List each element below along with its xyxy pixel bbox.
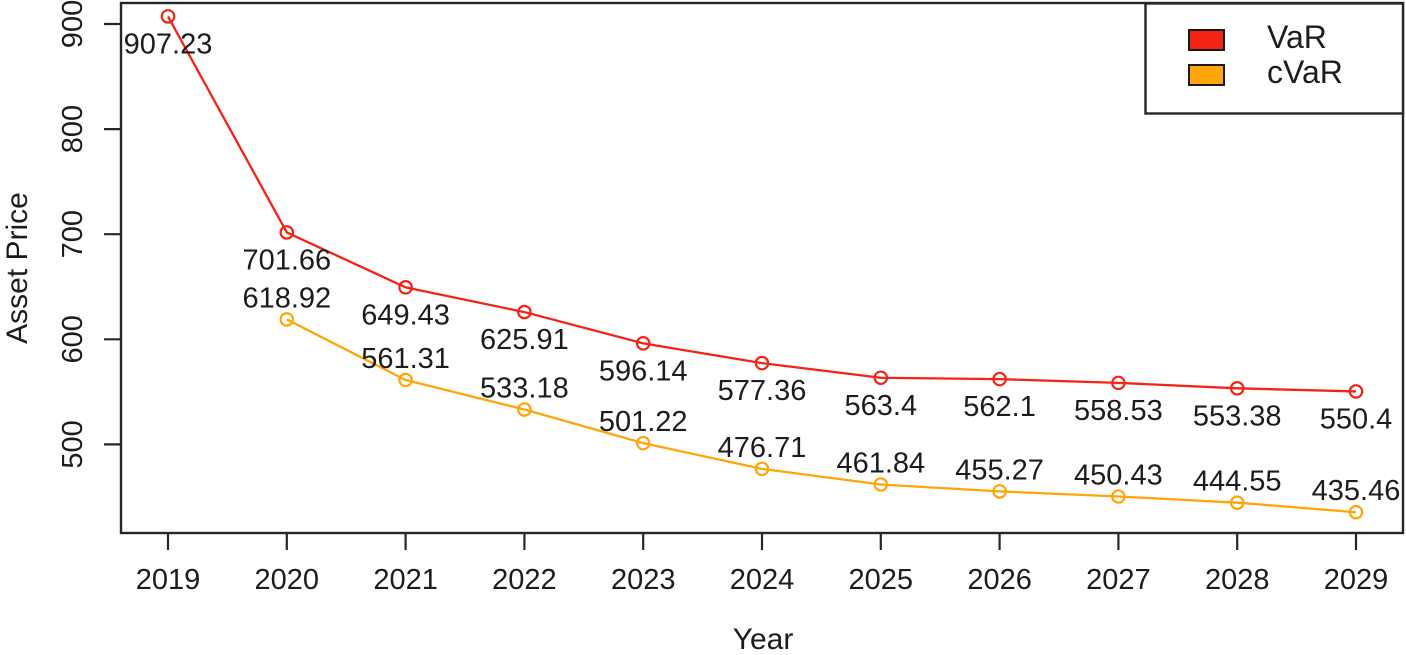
var-point-marker bbox=[754, 355, 770, 371]
cvar-point-marker bbox=[1111, 489, 1126, 504]
cvar-point-label: 476.71 bbox=[718, 432, 807, 464]
var-point-marker bbox=[398, 280, 413, 295]
x-tick-label: 2025 bbox=[849, 564, 914, 596]
x-tick-label: 2029 bbox=[1324, 564, 1389, 596]
var-point-label: 701.66 bbox=[242, 244, 331, 276]
cvar-point-label: 618.92 bbox=[242, 282, 331, 314]
var-point-marker bbox=[1348, 384, 1364, 399]
x-tick-label: 2028 bbox=[1205, 564, 1270, 596]
var-point-label: 550.4 bbox=[1320, 403, 1393, 435]
var-point-label: 577.36 bbox=[718, 375, 807, 407]
cvar-point-label: 533.18 bbox=[480, 373, 569, 405]
var-point-marker bbox=[1229, 380, 1245, 396]
cvar-point-marker bbox=[1229, 495, 1245, 510]
y-tick-label: 800 bbox=[57, 105, 89, 153]
y-tick-label: 500 bbox=[57, 420, 89, 468]
var-point-label: 558.53 bbox=[1074, 395, 1163, 427]
cvar-point-label: 561.31 bbox=[361, 343, 450, 375]
cvar-point-marker bbox=[279, 312, 295, 327]
x-tick-label: 2026 bbox=[967, 564, 1032, 596]
var-line bbox=[166, 15, 1357, 393]
x-tick-label: 2023 bbox=[611, 564, 676, 596]
legend-label-cvar: cVaR bbox=[1267, 54, 1343, 90]
var-point-label: 649.43 bbox=[361, 299, 450, 331]
cvar-point-label: 435.46 bbox=[1312, 475, 1401, 507]
x-tick-label: 2022 bbox=[492, 564, 557, 596]
cvar-point-marker bbox=[398, 372, 413, 388]
cvar-point-marker bbox=[873, 477, 889, 492]
var-point-marker bbox=[992, 371, 1007, 387]
y-tick-label: 900 bbox=[57, 0, 89, 48]
x-axis-title: Year bbox=[733, 623, 794, 655]
y-axis-title: Asset Price bbox=[1, 192, 34, 344]
var-point-marker bbox=[873, 370, 889, 386]
x-tick-label: 2027 bbox=[1086, 564, 1151, 596]
legend-swatch-cvar bbox=[1188, 64, 1225, 86]
x-tick-label: 2020 bbox=[255, 564, 320, 596]
x-tick-label: 2019 bbox=[136, 564, 201, 596]
y-tick-label: 600 bbox=[57, 315, 89, 363]
cvar-point-label: 501.22 bbox=[599, 406, 688, 438]
var-point-label: 907.23 bbox=[124, 28, 213, 60]
y-tick-label: 700 bbox=[57, 210, 89, 258]
x-tick-label: 2021 bbox=[373, 564, 438, 596]
legend-label-var: VaR bbox=[1267, 19, 1327, 55]
legend-box bbox=[1144, 2, 1405, 115]
var-point-marker bbox=[1111, 375, 1126, 391]
cvar-point-marker bbox=[517, 402, 532, 417]
var-point-marker bbox=[160, 9, 176, 24]
cvar-point-label: 450.43 bbox=[1074, 459, 1163, 491]
cvar-point-marker bbox=[754, 461, 770, 477]
var-point-label: 596.14 bbox=[599, 355, 688, 387]
cvar-line bbox=[286, 318, 1357, 514]
var-point-label: 553.38 bbox=[1193, 400, 1282, 432]
var-point-marker bbox=[635, 336, 651, 351]
var-point-label: 562.1 bbox=[963, 391, 1036, 423]
var-point-label: 563.4 bbox=[845, 390, 918, 422]
cvar-point-marker bbox=[992, 484, 1007, 499]
var-point-label: 625.91 bbox=[480, 324, 569, 356]
cvar-point-label: 444.55 bbox=[1193, 466, 1282, 498]
var-point-marker bbox=[517, 304, 532, 320]
x-tick-label: 2024 bbox=[730, 564, 795, 596]
cvar-point-label: 455.27 bbox=[955, 454, 1044, 486]
cvar-point-label: 461.84 bbox=[836, 448, 925, 480]
cvar-point-marker bbox=[1348, 504, 1364, 520]
legend-swatch-var bbox=[1188, 29, 1225, 51]
cvar-point-marker bbox=[635, 435, 651, 451]
var-point-marker bbox=[279, 225, 295, 240]
